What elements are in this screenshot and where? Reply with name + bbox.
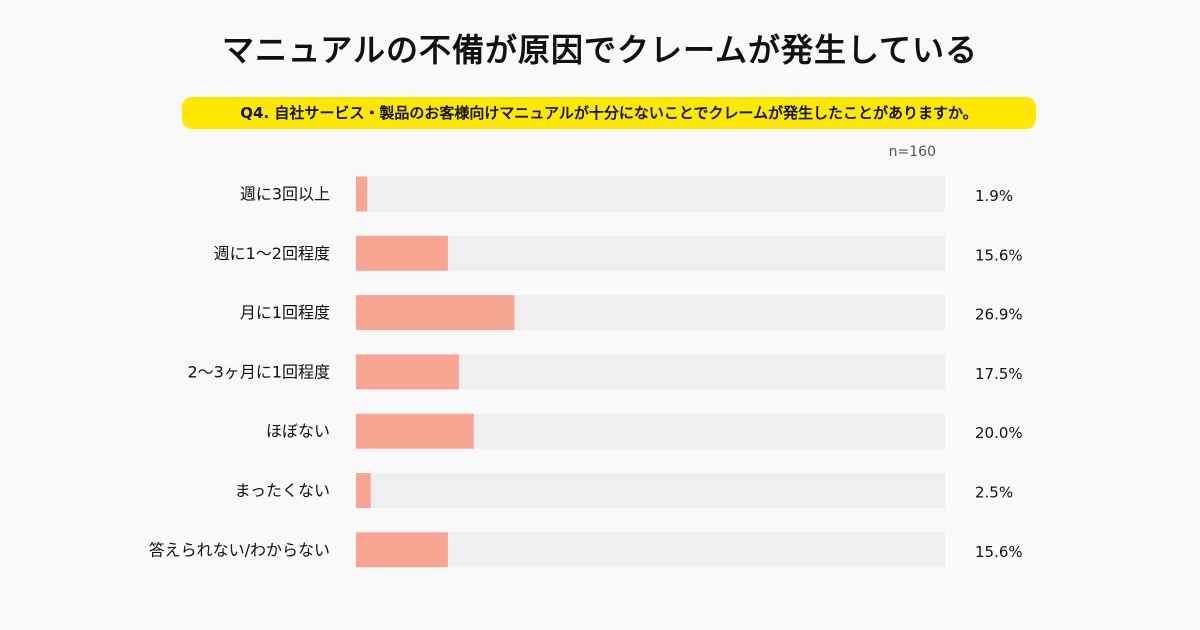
bar [356,413,474,449]
category-label: 週に1〜2回程度 [214,244,330,263]
category-label: 2〜3ヶ月に1回程度 [187,362,330,381]
category-label: まったくない [235,481,330,500]
value-label: 15.6% [975,543,1023,561]
bar [356,235,448,271]
bar-track [356,235,945,271]
question-banner: Q4. 自社サービス・製品のお客様向けマニュアルが十分にないことでクレームが発生… [182,97,1036,129]
value-label: 1.9% [975,187,1013,205]
chart-title: マニュアルの不備が原因でクレームが発生している [221,31,979,69]
category-label: 月に1回程度 [240,303,330,322]
value-label: 20.0% [975,424,1023,442]
value-label: 26.9% [975,306,1023,324]
bar [356,473,371,508]
bar-track [356,532,945,568]
bar-track [356,473,945,508]
bar [356,176,368,212]
category-label: ほぼない [266,422,330,441]
sample-size-label: n=160 [888,144,936,160]
value-label: 17.5% [975,365,1023,383]
value-label: 15.6% [975,246,1023,264]
bar [356,295,515,331]
value-label: 2.5% [975,484,1013,502]
category-label: 答えられない/わからない [149,540,330,559]
category-label: 週に3回以上 [240,185,330,204]
bar [356,354,460,390]
bar-track [356,176,945,212]
bar [356,532,448,568]
